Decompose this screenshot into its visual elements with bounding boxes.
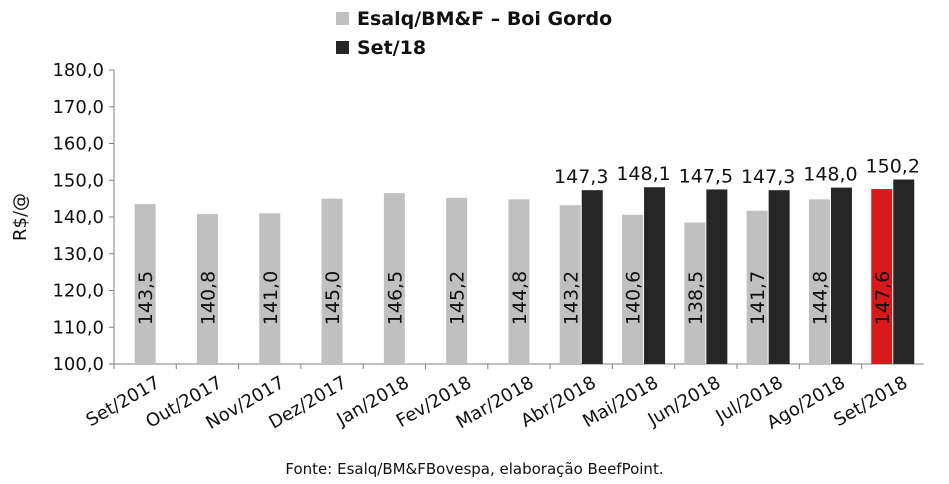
source-note: Fonte: Esalq/BM&FBovespa, elaboração Bee…	[285, 460, 664, 478]
bar-label-esalq: 144,8	[509, 271, 531, 325]
bar-esalq	[196, 214, 218, 364]
bar-set18	[581, 190, 603, 364]
bar-set18	[706, 189, 728, 364]
bar-set18	[644, 187, 666, 364]
bar-esalq	[808, 199, 830, 364]
bar-label-set18: 148,0	[803, 164, 857, 186]
bar-esalq	[321, 198, 343, 364]
bar-label-esalq: 143,5	[135, 271, 157, 325]
bar-label-esalq: 145,0	[322, 271, 344, 325]
bar-esalq	[383, 193, 405, 364]
bar-set18	[768, 190, 790, 364]
bar-label-esalq: 145,2	[447, 271, 469, 325]
bar-esalq	[559, 205, 581, 364]
bar-label-set18: 147,5	[679, 165, 733, 187]
bar-set18	[893, 179, 915, 364]
bar-esalq	[871, 189, 893, 364]
bar-esalq	[134, 204, 156, 364]
bar-label-set18: 148,1	[616, 163, 670, 185]
bar-label-esalq: 140,8	[197, 271, 219, 325]
legend-swatch-gray	[336, 12, 349, 25]
bar-label-esalq: 143,2	[560, 271, 582, 325]
y-tick-label: 160,0	[52, 134, 104, 155]
bar-label-set18: 147,3	[741, 166, 795, 188]
bar-label-esalq: 144,8	[809, 271, 831, 325]
y-axis-title: R$/@	[10, 193, 31, 241]
y-tick-label: 150,0	[52, 170, 104, 191]
bar-label-set18: 147,3	[554, 166, 608, 188]
y-tick-label: 100,0	[52, 354, 104, 375]
legend-item-esalq: Esalq/BM&F – Boi Gordo	[336, 4, 612, 33]
y-tick-label: 130,0	[52, 244, 104, 265]
bar-esalq	[684, 222, 706, 364]
chart-legend: Esalq/BM&F – Boi Gordo Set/18	[336, 4, 612, 62]
y-tick-label: 120,0	[52, 281, 104, 302]
y-tick-label: 110,0	[52, 317, 104, 338]
y-tick-label: 140,0	[52, 207, 104, 228]
bar-label-esalq: 147,6	[872, 271, 894, 325]
bar-esalq	[508, 199, 530, 364]
bar-esalq	[746, 210, 768, 364]
legend-label-esalq: Esalq/BM&F – Boi Gordo	[357, 7, 613, 30]
bar-esalq	[446, 197, 468, 364]
bar-esalq	[259, 213, 281, 364]
legend-item-set18: Set/18	[336, 33, 612, 62]
bar-label-esalq: 141,7	[747, 271, 769, 325]
legend-label-set18: Set/18	[357, 36, 427, 59]
bar-label-esalq: 141,0	[260, 271, 282, 325]
bar-label-esalq: 140,6	[623, 271, 645, 325]
bar-esalq	[622, 214, 644, 364]
bar-label-esalq: 138,5	[685, 271, 707, 325]
bar-set18	[830, 187, 852, 364]
bar-label-set18: 150,2	[866, 156, 920, 178]
y-tick-label: 180,0	[52, 60, 104, 81]
legend-swatch-dark	[336, 41, 349, 54]
y-tick-label: 170,0	[52, 97, 104, 118]
bar-label-esalq: 146,5	[384, 271, 406, 325]
